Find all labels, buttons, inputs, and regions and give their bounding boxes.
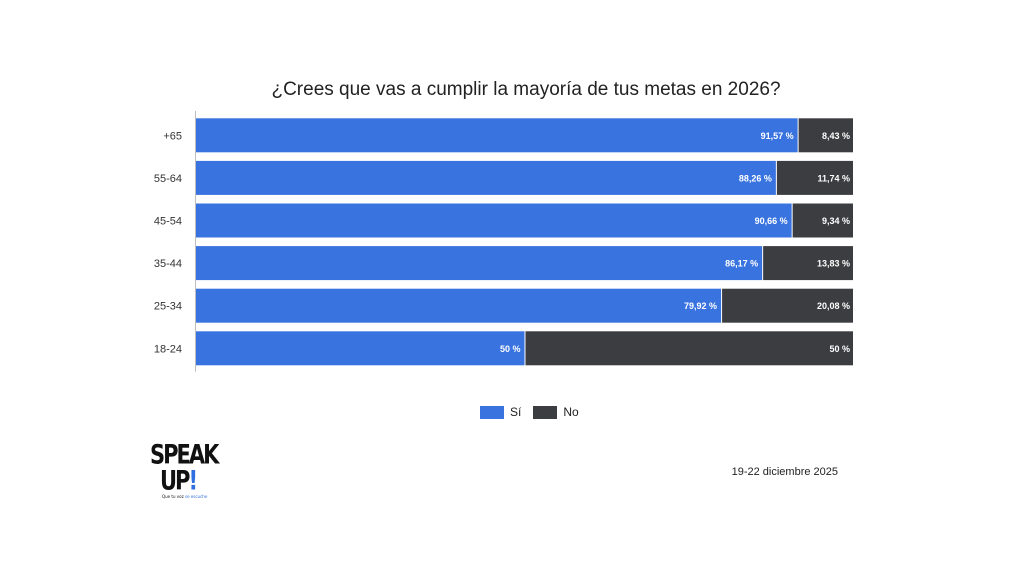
bar-no-18-24 xyxy=(525,331,853,366)
data-label-si-55-64: 88,26 % xyxy=(739,173,772,183)
legend-item-no: No xyxy=(533,405,579,419)
data-label-si-25-34: 79,92 % xyxy=(684,301,717,311)
bar-si-18-24 xyxy=(196,331,525,366)
legend-label-no: No xyxy=(563,405,579,419)
legend-swatch-no xyxy=(533,405,558,419)
bar-si-45-54 xyxy=(196,203,792,238)
category-label-5: 18-24 xyxy=(154,343,182,355)
data-label-no-55-64: 11,74 % xyxy=(817,173,850,183)
bar-no-25-34 xyxy=(722,288,853,323)
data-label-no-18-24: 50 % xyxy=(829,344,850,354)
bar-no-35-44 xyxy=(763,246,853,281)
data-label-no-35-44: 13,83 % xyxy=(817,259,850,269)
survey-date: 19-22 diciembre 2025 xyxy=(731,466,838,478)
category-label-2: 45-54 xyxy=(154,216,182,228)
logo-text-line1: SPEAK xyxy=(150,439,219,470)
logo-tagline: Que tu voz se escuche xyxy=(162,494,208,499)
legend-label-si: Sí xyxy=(510,405,522,419)
chart-title: ¿Crees que vas a cumplir la mayoría de t… xyxy=(271,79,781,100)
legend-swatch-si xyxy=(480,405,504,419)
data-label-si-45-54: 90,66 % xyxy=(755,216,788,226)
data-label-no-25-34: 20,08 % xyxy=(817,301,850,311)
speak-up-logo: SPEAK UP! Que tu voz se escuche xyxy=(150,439,222,502)
logo-text-line2: UP! xyxy=(160,465,198,496)
legend: Sí No xyxy=(480,405,591,419)
category-label-1: 55-64 xyxy=(154,173,182,185)
bar-no-45-54 xyxy=(792,203,853,238)
category-label-0: +65 xyxy=(163,130,182,142)
data-label-si-+65: 91,57 % xyxy=(761,131,794,141)
bar-si-35-44 xyxy=(196,246,763,281)
bar-si-25-34 xyxy=(196,288,722,323)
data-label-no-45-54: 9,34 % xyxy=(822,216,850,226)
legend-item-si: Sí xyxy=(480,405,521,419)
bar-no-+65 xyxy=(798,118,853,153)
data-label-si-18-24: 50 % xyxy=(500,344,521,354)
data-label-si-35-44: 86,17 % xyxy=(725,259,758,269)
bar-si-+65 xyxy=(196,118,798,153)
bar-si-55-64 xyxy=(196,160,776,195)
category-label-4: 25-34 xyxy=(154,301,182,313)
bar-no-55-64 xyxy=(776,160,853,195)
data-label-no-+65: 8,43 % xyxy=(822,131,850,141)
category-label-3: 35-44 xyxy=(154,258,182,270)
